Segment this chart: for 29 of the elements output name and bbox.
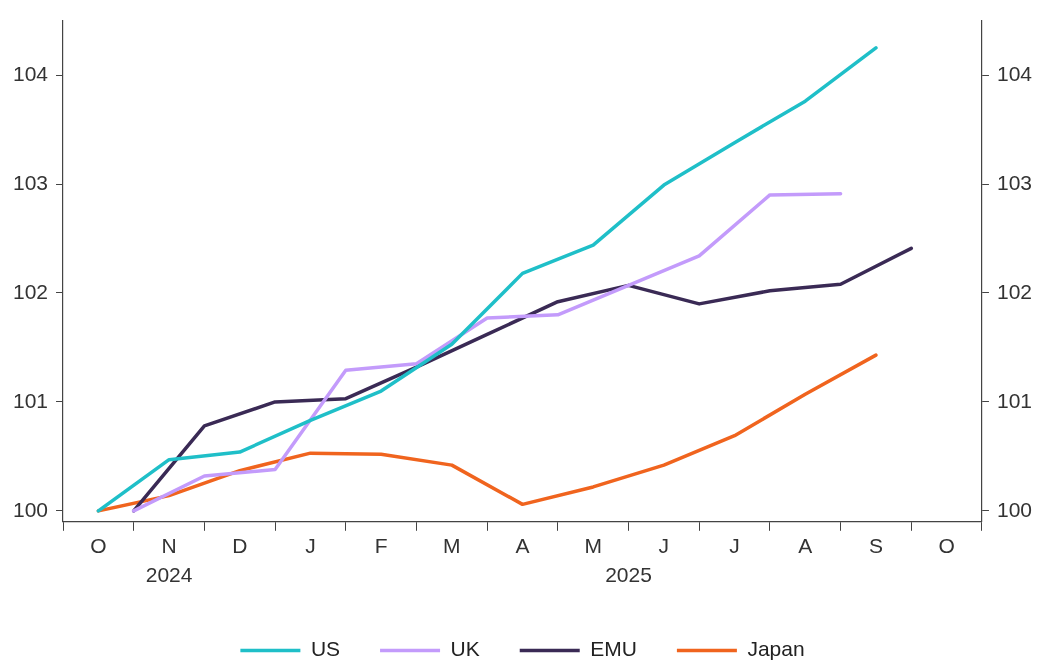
x-tick-label: J xyxy=(729,534,740,558)
x-tick-label: J xyxy=(658,534,670,558)
x-tick-label: M xyxy=(443,534,461,558)
y-tick-label: 102 xyxy=(12,279,49,303)
y2-tick-label: 101 xyxy=(996,388,1033,412)
legend-label: UK xyxy=(450,637,480,661)
x-tick-label: J xyxy=(305,534,316,558)
y-tick-label: 100 xyxy=(12,497,49,521)
x-tick-label: S xyxy=(868,534,883,558)
y-tick-label: 104 xyxy=(12,61,49,85)
x-tick-label: M xyxy=(584,534,602,558)
x-tick-label: F xyxy=(374,534,388,558)
x-tick-label: N xyxy=(161,534,177,558)
y2-tick-label: 103 xyxy=(996,170,1033,194)
y-tick-label: 101 xyxy=(12,388,49,412)
legend-label: Japan xyxy=(747,637,805,661)
y2-tick-label: 102 xyxy=(996,279,1033,303)
legend-label: US xyxy=(310,637,341,661)
text: 2024 xyxy=(145,563,193,587)
x-tick-label: O xyxy=(938,534,955,558)
y-tick-label: 103 xyxy=(12,170,49,194)
text: 2025 xyxy=(605,563,652,587)
x-tick-label: A xyxy=(798,534,813,558)
x-tick-label: O xyxy=(90,534,107,558)
x-tick-label: D xyxy=(232,534,248,558)
x-tick-label: A xyxy=(515,534,530,558)
y2-tick-label: 104 xyxy=(996,61,1033,85)
y2-tick-label: 100 xyxy=(996,497,1033,521)
legend-label: EMU xyxy=(590,637,637,661)
